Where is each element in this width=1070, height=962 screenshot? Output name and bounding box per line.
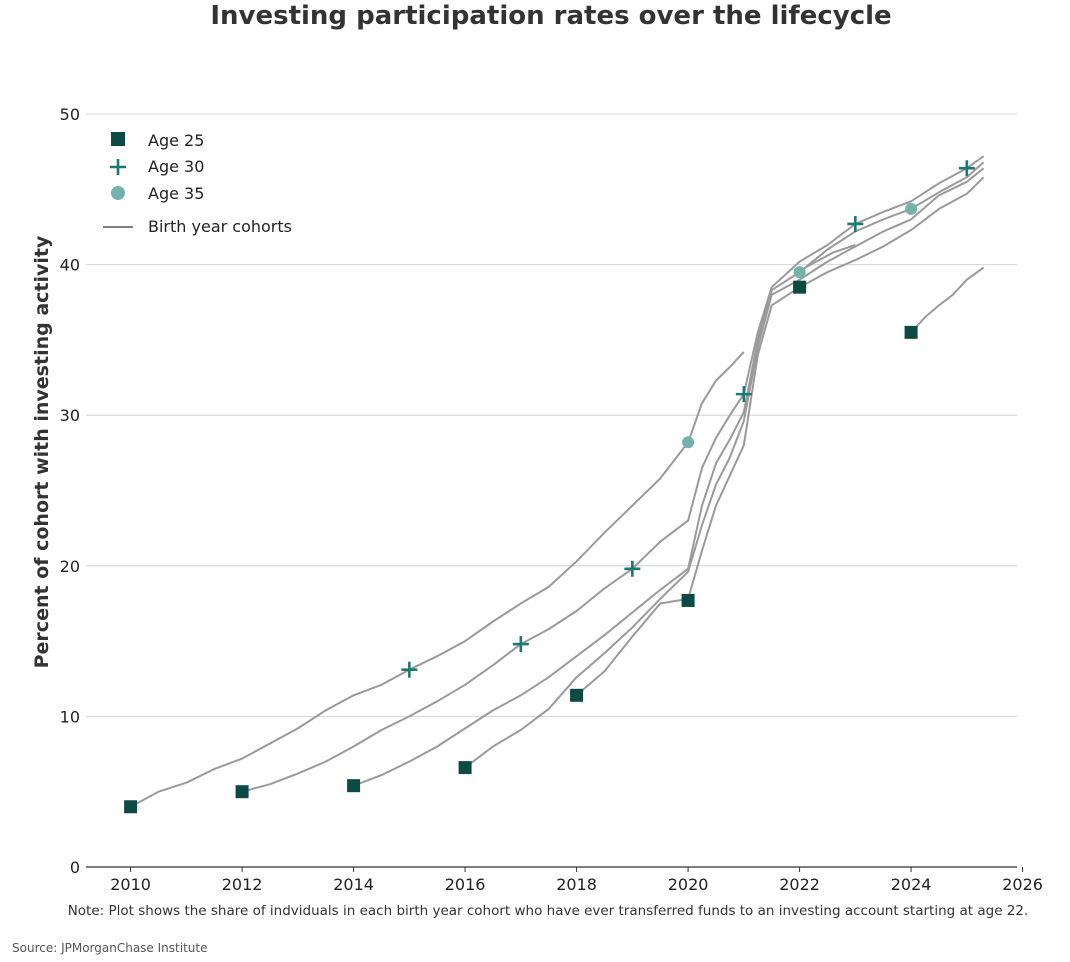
- y-tick-label: 30: [60, 406, 80, 425]
- age30-marker: [624, 560, 641, 577]
- chart-note: Note: Plot shows the share of indviduals…: [68, 903, 1029, 919]
- age35-marker: [682, 436, 695, 449]
- y-axis-label: Percent of cohort with investing activit…: [31, 235, 53, 668]
- age25-marker: [124, 800, 138, 814]
- axes: 0 10 20 30 40 50 2010 2012 2014 2016 2018 2020 2022 2…: [60, 105, 1043, 894]
- cohort-line: [464, 167, 985, 769]
- chart-source: Source: JPMorganChase Institute: [12, 941, 207, 955]
- y-tick-label: 0: [70, 858, 80, 877]
- age25-marker: [347, 779, 361, 793]
- age35-marker: [905, 202, 918, 215]
- cohort-line: [910, 266, 985, 334]
- x-tick-label: 2014: [333, 875, 374, 894]
- age25-marker: [793, 280, 807, 294]
- age30-marker: [512, 636, 529, 653]
- x-tick-label: 2018: [556, 875, 597, 894]
- legend-age30-marker: [110, 159, 126, 175]
- legend-cohort-label: Birth year cohorts: [148, 217, 292, 236]
- cohort-line: [353, 161, 985, 787]
- age30-marker: [401, 661, 418, 678]
- legend-age35-marker: [111, 186, 125, 200]
- age25-marker: [570, 688, 584, 702]
- legend-age25-marker: [111, 132, 125, 146]
- legend-age35-label: Age 35: [148, 184, 204, 203]
- x-tick-label: 2024: [891, 875, 932, 894]
- cohort-lines: [130, 155, 985, 808]
- x-tick-label: 2010: [110, 875, 151, 894]
- grid-lines: [86, 113, 1017, 717]
- x-tick-label: 2022: [779, 875, 820, 894]
- age-markers: [124, 160, 975, 814]
- cohort-line: [130, 351, 745, 808]
- age25-marker: [681, 593, 695, 607]
- y-tick-label: 50: [60, 105, 80, 124]
- x-tick-label: 2026: [1002, 875, 1043, 894]
- legend-age25-label: Age 25: [148, 131, 204, 150]
- age25-marker: [904, 325, 918, 339]
- y-tick-label: 10: [60, 707, 80, 726]
- y-tick-label: 20: [60, 557, 80, 576]
- cohort-line: [799, 244, 856, 272]
- cohort-line: [575, 176, 985, 697]
- age25-marker: [235, 785, 249, 799]
- age25-marker: [458, 761, 472, 775]
- age30-marker: [735, 386, 752, 403]
- x-tick-label: 2016: [445, 875, 486, 894]
- age35-marker: [793, 266, 806, 279]
- x-tick-label: 2012: [222, 875, 263, 894]
- x-tick-label: 2020: [668, 875, 709, 894]
- chart-title: Investing participation rates over the l…: [210, 1, 891, 31]
- legend: Age 25 Age 30 Age 35 Birth year cohorts: [103, 131, 292, 236]
- y-tick-label: 40: [60, 256, 80, 275]
- age30-marker: [847, 215, 864, 232]
- age30-marker: [958, 160, 975, 177]
- legend-age30-label: Age 30: [148, 157, 204, 176]
